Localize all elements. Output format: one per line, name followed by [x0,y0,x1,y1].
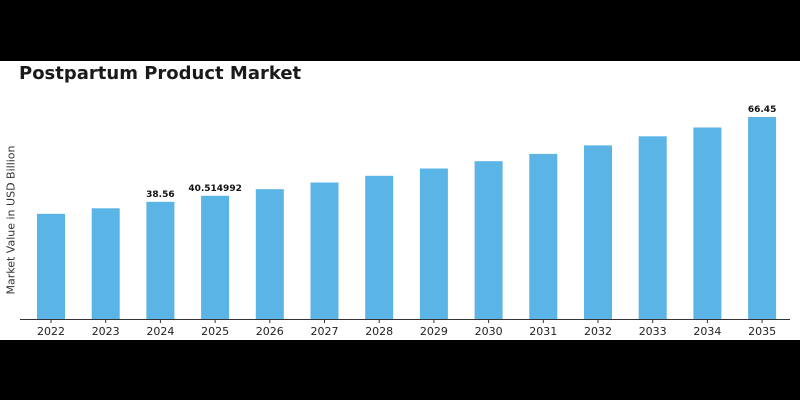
bar-2034 [693,127,722,319]
bar-2022 [37,213,65,319]
bar-2033 [638,136,667,319]
chart-panel: Postpartum Product Market Market Value i… [0,61,800,340]
bar-2032 [584,145,612,319]
x-tick-label-2026: 2026 [256,325,284,338]
x-tick-label-2022: 2022 [37,325,65,338]
x-tick-label-2025: 2025 [201,325,229,338]
bar-2026 [255,189,284,319]
bar-2025 [201,195,230,319]
x-tick-label-2027: 2027 [311,325,339,338]
bar-2029 [419,168,448,319]
bar-2035 [748,117,777,319]
x-tick-label-2033: 2033 [639,325,667,338]
data-label-2024: 38.56 [146,190,174,200]
x-tick-label-2023: 2023 [92,325,120,338]
bar-2030 [474,161,503,319]
x-tick-label-2028: 2028 [365,325,393,338]
bar-2028 [365,175,394,319]
x-tick-label-2034: 2034 [693,325,721,338]
bar-2023 [91,208,120,319]
bar-2031 [529,153,558,319]
x-tick-label-2035: 2035 [748,325,776,338]
bar-chart: 2022 2023 2024 38.56 2025 40.514992 2026 2027 20… [20,105,790,338]
x-tick-label-2032: 2032 [584,325,612,338]
bar-2027 [310,182,339,319]
x-tick-label-2030: 2030 [475,325,503,338]
bar-2024 [146,201,175,319]
chart-title: Postpartum Product Market [19,63,302,84]
x-tick-label-2024: 2024 [146,325,174,338]
data-label-2035: 66.45 [748,105,776,115]
data-label-2025: 40.514992 [188,184,242,194]
x-tick-label-2029: 2029 [420,325,448,338]
x-tick-label-2031: 2031 [529,325,557,338]
